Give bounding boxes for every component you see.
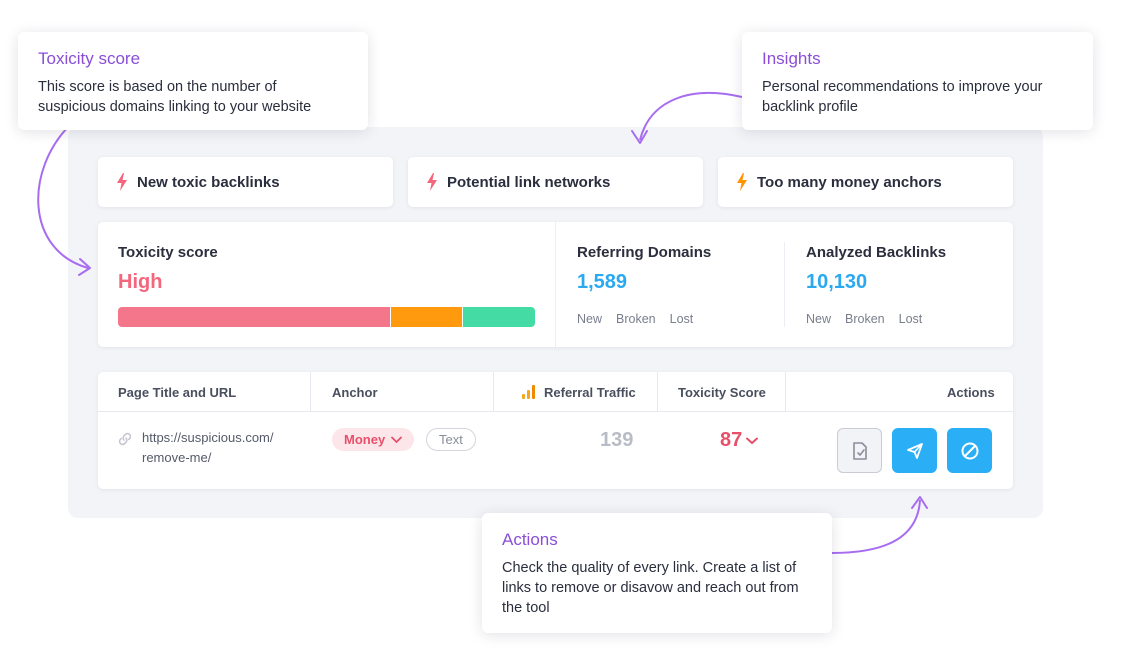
- chevron-down-icon: [746, 437, 759, 444]
- divider: [784, 242, 785, 327]
- column-header-actions: Actions: [947, 384, 995, 400]
- backlinks-table: Page Title and URL Anchor Referral Traff…: [98, 372, 1013, 489]
- divider: [555, 222, 556, 347]
- column-header-page-title[interactable]: Page Title and URL: [118, 384, 237, 400]
- referring-domains-broken-link[interactable]: Broken: [616, 312, 656, 326]
- paper-plane-icon: [906, 442, 923, 459]
- tooltip-text: This score is based on the number of sus…: [38, 79, 312, 115]
- referral-traffic-value: 139: [600, 429, 634, 451]
- toxicity-score-number: 87: [720, 429, 743, 451]
- insight-card-potential-link-networks[interactable]: Potential link networks: [408, 157, 703, 207]
- analyzed-backlinks-label: Analyzed Backlinks: [806, 244, 947, 261]
- toxicity-bar-segment-low: [463, 307, 535, 327]
- analyzed-backlinks-lost-link[interactable]: Lost: [898, 312, 923, 326]
- chevron-down-icon: [391, 436, 403, 443]
- insight-label: New toxic backlinks: [137, 173, 280, 191]
- tooltip-title: Insights: [762, 49, 821, 68]
- send-outreach-button[interactable]: [892, 428, 937, 473]
- anchor-tag-text[interactable]: Text: [426, 428, 476, 451]
- block-icon: [961, 442, 978, 459]
- lightning-icon: [117, 173, 127, 191]
- toxicity-score-cell[interactable]: 87: [720, 429, 759, 452]
- tooltip-actions: Actions Check the quality of every link.…: [482, 513, 832, 633]
- analyzed-backlinks-broken-link[interactable]: Broken: [845, 312, 885, 326]
- analyzed-backlinks-value[interactable]: 10,130: [806, 271, 868, 293]
- toxicity-score-bar: [118, 307, 535, 327]
- document-check-icon: [852, 441, 867, 460]
- column-header-anchor[interactable]: Anchor: [332, 384, 378, 400]
- referring-domains-label: Referring Domains: [577, 244, 712, 261]
- backlink-url[interactable]: https://suspicious.com/ remove-me/: [142, 430, 274, 465]
- tooltip-title: Actions: [502, 530, 558, 549]
- insight-label: Too many money anchors: [757, 173, 942, 191]
- referring-domains-value[interactable]: 1,589: [577, 271, 628, 293]
- insight-card-new-toxic-backlinks[interactable]: New toxic backlinks: [98, 157, 393, 207]
- tooltip-toxicity-score: Toxicity score This score is based on th…: [18, 32, 368, 130]
- table-header: Page Title and URL Anchor Referral Traff…: [98, 372, 1013, 412]
- lightning-icon: [737, 173, 747, 191]
- insight-card-too-many-money-anchors[interactable]: Too many money anchors: [718, 157, 1013, 207]
- review-link-button[interactable]: [837, 428, 882, 473]
- referring-domains-lost-link[interactable]: Lost: [669, 312, 694, 326]
- toxicity-score-label: Toxicity score: [118, 244, 218, 261]
- analyzed-backlinks-new-link[interactable]: New: [806, 312, 832, 326]
- analytics-bars-icon: [522, 385, 535, 399]
- referring-domains-new-link[interactable]: New: [577, 312, 603, 326]
- analyzed-backlinks-subnav: New Broken Lost: [806, 312, 922, 326]
- column-header-referral-traffic-label: Referral Traffic: [544, 384, 636, 400]
- tooltip-text: Personal recommendations to improve your…: [762, 79, 1043, 115]
- toxicity-bar-segment-high: [118, 307, 390, 327]
- metrics-card: Toxicity score High Referring Domains 1,…: [98, 222, 1013, 347]
- referring-domains-subnav: New Broken Lost: [577, 312, 693, 326]
- tooltip-insights: Insights Personal recommendations to imp…: [742, 32, 1093, 130]
- toxicity-score-value: High: [118, 271, 163, 293]
- disavow-button[interactable]: [947, 428, 992, 473]
- column-header-referral-traffic[interactable]: Referral Traffic: [522, 372, 636, 412]
- column-header-toxicity-score[interactable]: Toxicity Score: [678, 384, 766, 400]
- link-icon: [118, 432, 132, 446]
- toxicity-bar-segment-medium: [391, 307, 462, 327]
- tooltip-text: Check the quality of every link. Create …: [502, 560, 799, 616]
- anchor-tag-money[interactable]: Money: [332, 428, 415, 451]
- tooltip-title: Toxicity score: [38, 49, 141, 68]
- insight-label: Potential link networks: [447, 173, 611, 191]
- lightning-icon: [427, 173, 437, 191]
